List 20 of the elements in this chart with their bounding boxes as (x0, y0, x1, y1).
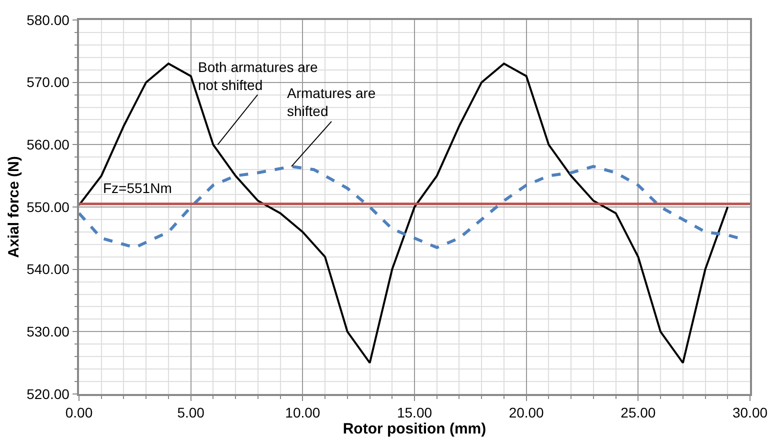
y-tick-label: 540.00 (26, 261, 70, 278)
x-axis-title: Rotor position (mm) (342, 420, 486, 438)
x-tick-label: 10.00 (285, 404, 320, 421)
y-tick-label: 530.00 (26, 324, 70, 340)
x-tick-label: 30.00 (732, 404, 768, 421)
line-series (79, 164, 740, 250)
line-series (79, 62, 729, 364)
x-tick-label: 0.00 (65, 404, 93, 421)
y-tick-label: 580.00 (26, 12, 70, 28)
y-tick-label: 570.00 (26, 74, 70, 90)
x-tick-label: 20.00 (508, 404, 544, 421)
annotation: Armatures are shifted (287, 85, 376, 120)
x-tick-label: 15.00 (396, 404, 432, 421)
y-tick-label: 550.00 (26, 198, 70, 215)
y-tick-label: 520.00 (26, 386, 70, 402)
x-tick-label: 25.00 (620, 404, 656, 421)
ref-line-label: Fz=551Nm (103, 180, 172, 196)
y-axis-title: Axial force (N) (5, 156, 22, 258)
y-tick-label: 560.00 (26, 136, 70, 153)
x-tick-label: 5.00 (177, 404, 205, 421)
